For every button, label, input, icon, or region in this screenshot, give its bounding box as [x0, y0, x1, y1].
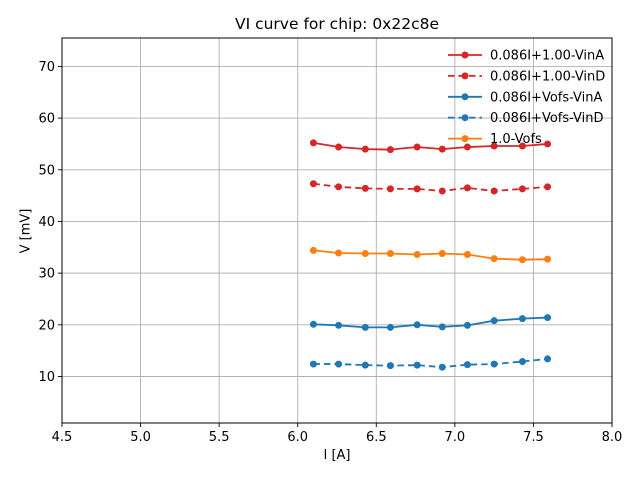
legend: 0.086I+1.00-VinA 0.086I+1.00-VinD 0.086I+V… — [448, 49, 605, 147]
series-1-marker — [438, 187, 446, 195]
legend-label: 0.086I+Vofs-VinA — [490, 90, 603, 105]
series-0-marker — [386, 146, 394, 154]
series-4-marker — [544, 255, 552, 263]
legend-marker — [461, 93, 469, 101]
y-tick-label: 50 — [38, 163, 55, 178]
series-1-line — [313, 182, 548, 192]
series-3-marker — [490, 360, 498, 368]
series-0-marker — [309, 139, 317, 147]
x-tick-label: 7.0 — [445, 430, 466, 445]
series-0-marker — [438, 145, 446, 153]
x-tick-label: 5.0 — [130, 430, 151, 445]
series-2-marker — [544, 314, 552, 322]
y-axis-label: V [mV] — [18, 208, 34, 254]
series-3-marker — [463, 361, 471, 369]
legend-entry: 0.086I+1.00-VinD — [448, 69, 605, 84]
legend-entry: 0.086I+Vofs-VinD — [448, 111, 604, 126]
series-1-marker — [463, 184, 471, 192]
x-tick-label: 6.0 — [287, 430, 308, 445]
series-2-line — [313, 316, 548, 329]
x-tick-label: 8.0 — [602, 430, 623, 445]
series-0-marker — [361, 145, 369, 153]
series-2-marker — [490, 317, 498, 325]
series-1-marker — [335, 183, 343, 191]
series-3-marker — [438, 363, 446, 371]
series-3-marker — [413, 361, 421, 369]
series-0-marker — [544, 140, 552, 148]
y-tick-label: 60 — [38, 112, 55, 127]
series-0-line — [313, 142, 548, 151]
legend-entry: 0.086I+1.00-VinA — [448, 49, 604, 64]
series-4-marker — [413, 251, 421, 259]
series-4-marker — [386, 249, 394, 257]
series-0-marker — [335, 143, 343, 151]
legend-marker — [461, 114, 469, 122]
series-1-marker — [413, 185, 421, 193]
series-3-marker — [335, 360, 343, 368]
series-4-marker — [463, 251, 471, 259]
series-2-marker — [463, 321, 471, 329]
series-4-marker — [438, 249, 446, 257]
series-3-marker — [518, 358, 526, 366]
y-tick-label: 70 — [38, 60, 55, 75]
series-4-marker — [335, 249, 343, 257]
legend-marker — [461, 135, 469, 143]
x-tick-label: 7.5 — [523, 430, 544, 445]
legend-marker — [461, 51, 469, 59]
x-axis-label: I [A] — [323, 448, 351, 463]
series-4-marker — [518, 256, 526, 264]
series-2-marker — [386, 323, 394, 331]
series-4-marker — [309, 246, 317, 254]
series-3-marker — [361, 361, 369, 369]
x-tick-label: 5.5 — [209, 430, 230, 445]
series-4-marker — [361, 249, 369, 257]
series-0-marker — [518, 142, 526, 150]
series-3-marker — [386, 362, 394, 370]
legend-entry: 0.086I+Vofs-VinA — [448, 90, 603, 105]
series-0-marker — [463, 143, 471, 151]
plot-border — [61, 37, 613, 424]
x-tick-label: 6.5 — [366, 430, 387, 445]
series-4-marker — [490, 255, 498, 263]
y-tick-label: 30 — [38, 267, 55, 282]
legend-label: 1.0-Vofs — [490, 132, 542, 147]
series-2-marker — [361, 323, 369, 331]
series-0-marker — [490, 142, 498, 150]
legend-label: 0.086I+1.00-VinA — [490, 49, 604, 64]
series-0-marker — [413, 143, 421, 151]
series-3-marker — [309, 360, 317, 368]
series-1-marker — [361, 184, 369, 192]
legend-label: 0.086I+1.00-VinD — [490, 69, 605, 84]
series-2-marker — [518, 315, 526, 323]
x-tick-label: 4.5 — [52, 430, 73, 445]
series-2-marker — [309, 320, 317, 328]
series-2-marker — [335, 321, 343, 329]
legend-marker — [461, 72, 469, 80]
legend-label: 0.086I+Vofs-VinD — [490, 111, 604, 126]
y-tick-label: 20 — [38, 318, 55, 333]
series-1-marker — [518, 185, 526, 193]
series-2-marker — [413, 321, 421, 329]
series-3-line — [313, 358, 548, 369]
chart-title: VI curve for chip: 0x22c8e — [234, 15, 439, 33]
series-1-marker — [490, 187, 498, 195]
y-tick-label: 40 — [38, 215, 55, 230]
series-3-marker — [544, 355, 552, 363]
series-2-marker — [438, 323, 446, 331]
series-4-line — [313, 249, 548, 261]
y-tick-label: 10 — [38, 370, 55, 385]
series-1-marker — [544, 183, 552, 191]
legend-entry: 1.0-Vofs — [448, 132, 542, 147]
series-1-marker — [309, 180, 317, 188]
series-1-marker — [386, 185, 394, 193]
